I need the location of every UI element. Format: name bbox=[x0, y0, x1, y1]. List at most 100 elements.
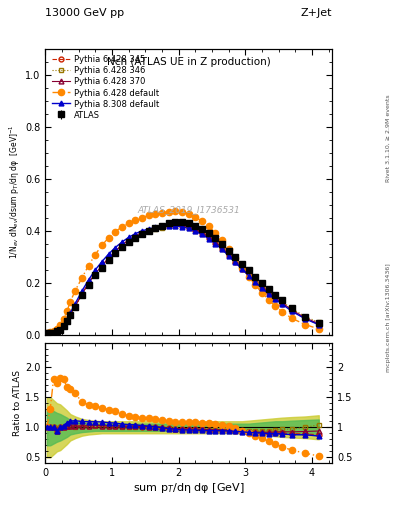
Pythia 8.308 default bbox=[153, 224, 158, 230]
Text: Nch (ATLAS UE in Z production): Nch (ATLAS UE in Z production) bbox=[107, 57, 270, 67]
Pythia 6.428 default bbox=[233, 255, 238, 262]
Pythia 6.428 345 bbox=[68, 311, 73, 317]
Pythia 6.428 370 bbox=[280, 300, 285, 306]
Pythia 6.428 default bbox=[86, 263, 91, 269]
Pythia 6.428 default bbox=[126, 220, 131, 226]
Pythia 8.308 default bbox=[240, 266, 244, 272]
Pythia 6.428 346 bbox=[44, 330, 49, 336]
Pythia 6.428 345 bbox=[160, 224, 164, 230]
Pythia 6.428 default bbox=[99, 242, 104, 248]
Pythia 6.428 345 bbox=[106, 255, 111, 261]
Pythia 6.428 346 bbox=[173, 223, 178, 229]
Pythia 6.428 default bbox=[44, 330, 49, 336]
Y-axis label: Ratio to ATLAS: Ratio to ATLAS bbox=[13, 370, 22, 436]
Pythia 6.428 346 bbox=[303, 313, 308, 319]
Pythia 8.308 default bbox=[173, 223, 178, 229]
Pythia 6.428 370 bbox=[220, 245, 224, 251]
Pythia 6.428 346 bbox=[93, 271, 97, 277]
Pythia 6.428 345 bbox=[146, 227, 151, 233]
Pythia 6.428 345 bbox=[213, 239, 218, 245]
Pythia 8.308 default bbox=[126, 234, 131, 241]
Pythia 6.428 346 bbox=[186, 225, 191, 231]
Pythia 6.428 370 bbox=[153, 225, 158, 231]
Pythia 8.308 default bbox=[233, 259, 238, 265]
Line: Pythia 6.428 default: Pythia 6.428 default bbox=[44, 208, 322, 336]
Pythia 6.428 345 bbox=[55, 329, 59, 335]
Pythia 6.428 346 bbox=[55, 329, 59, 335]
Pythia 6.428 346 bbox=[140, 230, 144, 237]
Pythia 8.308 default bbox=[68, 310, 73, 316]
Pythia 6.428 370 bbox=[64, 317, 69, 324]
Pythia 6.428 default bbox=[220, 238, 224, 244]
Pythia 6.428 345 bbox=[303, 315, 308, 322]
Pythia 6.428 346 bbox=[73, 303, 77, 309]
Pythia 8.308 default bbox=[119, 239, 124, 245]
Pythia 6.428 default bbox=[253, 282, 258, 288]
Pythia 6.428 default bbox=[173, 208, 178, 215]
Pythia 8.308 default bbox=[61, 323, 66, 329]
Pythia 6.428 345 bbox=[290, 308, 294, 314]
Pythia 6.428 370 bbox=[200, 229, 204, 236]
Pythia 8.308 default bbox=[280, 301, 285, 307]
Pythia 6.428 345 bbox=[226, 252, 231, 258]
Pythia 6.428 370 bbox=[240, 265, 244, 271]
Pythia 6.428 345 bbox=[73, 303, 77, 309]
Pythia 6.428 default bbox=[290, 315, 294, 322]
Pythia 6.428 345 bbox=[44, 330, 49, 336]
Pythia 6.428 370 bbox=[146, 227, 151, 233]
Pythia 6.428 default bbox=[180, 209, 184, 215]
Pythia 6.428 default bbox=[61, 316, 66, 322]
Y-axis label: 1/N$_{ev}$ dN$_{ev}$/dsum p$_T$/dη dφ  [GeV]$^{-1}$: 1/N$_{ev}$ dN$_{ev}$/dsum p$_T$/dη dφ [G… bbox=[8, 124, 22, 260]
Pythia 6.428 346 bbox=[58, 327, 62, 333]
Pythia 6.428 346 bbox=[180, 223, 184, 229]
Pythia 8.308 default bbox=[253, 279, 258, 285]
Pythia 6.428 370 bbox=[133, 233, 138, 239]
Pythia 6.428 346 bbox=[193, 227, 198, 233]
Pythia 6.428 370 bbox=[86, 280, 91, 286]
Pythia 6.428 345 bbox=[86, 280, 91, 286]
Pythia 6.428 345 bbox=[64, 317, 69, 324]
Pythia 6.428 default bbox=[160, 210, 164, 216]
Pythia 6.428 346 bbox=[79, 291, 84, 297]
Pythia 6.428 default bbox=[186, 211, 191, 217]
Pythia 6.428 370 bbox=[213, 239, 218, 245]
Pythia 6.428 345 bbox=[133, 233, 138, 239]
Pythia 6.428 370 bbox=[140, 229, 144, 236]
Pythia 6.428 346 bbox=[68, 312, 73, 318]
Pythia 6.428 345 bbox=[273, 295, 278, 302]
Pythia 6.428 370 bbox=[44, 330, 49, 336]
Pythia 6.428 default bbox=[273, 303, 278, 309]
Pythia 6.428 345 bbox=[316, 322, 321, 328]
Pythia 6.428 346 bbox=[126, 238, 131, 244]
Pythia 6.428 345 bbox=[253, 279, 258, 285]
Pythia 6.428 346 bbox=[48, 330, 53, 336]
Pythia 6.428 370 bbox=[226, 251, 231, 258]
Pythia 6.428 default bbox=[280, 309, 285, 315]
Pythia 6.428 345 bbox=[260, 285, 264, 291]
Pythia 6.428 346 bbox=[160, 225, 164, 231]
Pythia 6.428 default bbox=[213, 230, 218, 236]
Pythia 6.428 default bbox=[166, 209, 171, 215]
Pythia 6.428 370 bbox=[253, 279, 258, 285]
Line: Pythia 8.308 default: Pythia 8.308 default bbox=[44, 223, 321, 335]
Text: mcplots.cern.ch [arXiv:1306.3436]: mcplots.cern.ch [arXiv:1306.3436] bbox=[386, 263, 391, 372]
Pythia 8.308 default bbox=[260, 285, 264, 291]
Pythia 6.428 default bbox=[119, 224, 124, 230]
Pythia 6.428 370 bbox=[303, 315, 308, 321]
Pythia 8.308 default bbox=[55, 329, 59, 335]
Pythia 6.428 346 bbox=[260, 283, 264, 289]
Pythia 6.428 346 bbox=[106, 255, 111, 262]
Pythia 6.428 370 bbox=[68, 311, 73, 317]
Pythia 6.428 345 bbox=[246, 272, 251, 279]
Pythia 6.428 370 bbox=[273, 295, 278, 301]
Pythia 8.308 default bbox=[58, 327, 62, 333]
Pythia 6.428 370 bbox=[113, 248, 118, 254]
Pythia 6.428 346 bbox=[146, 228, 151, 234]
Pythia 6.428 370 bbox=[260, 284, 264, 290]
Pythia 6.428 default bbox=[113, 228, 118, 234]
Pythia 6.428 370 bbox=[106, 255, 111, 261]
Pythia 6.428 default bbox=[64, 308, 69, 314]
Pythia 6.428 default bbox=[200, 218, 204, 224]
Pythia 6.428 default bbox=[240, 265, 244, 271]
Pythia 6.428 345 bbox=[51, 330, 56, 336]
